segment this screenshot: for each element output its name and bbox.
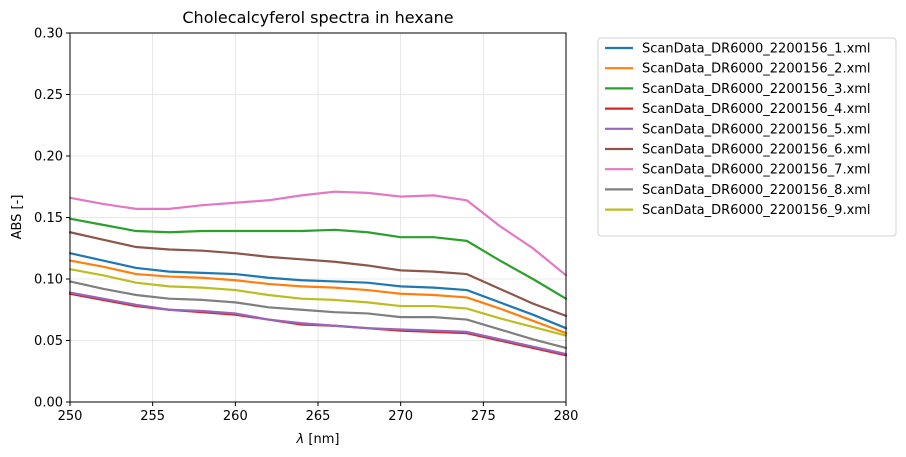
y-tick-label: 0.20	[34, 150, 63, 165]
series-line-9	[68, 268, 568, 337]
x-tick-label: 255	[140, 409, 165, 424]
x-tick-label: 260	[223, 409, 248, 424]
series-line-7	[68, 190, 568, 277]
x-axis-symbol: λ	[296, 432, 305, 447]
series-line-5	[68, 291, 568, 356]
legend-label-5: ScanData_DR6000_2200156_5.xml	[642, 122, 871, 137]
series-line-3	[68, 217, 568, 300]
y-tick-label: 0.10	[34, 273, 63, 288]
x-tick-label: 275	[471, 409, 496, 424]
y-axis-label: ABS [-]	[10, 195, 25, 240]
x-tick-label: 280	[554, 409, 579, 424]
legend-label-2: ScanData_DR6000_2200156_2.xml	[642, 62, 871, 77]
series-lines	[68, 190, 568, 357]
x-axis: 250 255 260 265 270 275 280	[58, 402, 579, 424]
legend-box	[597, 37, 897, 237]
series-line-6	[68, 231, 568, 317]
legend-label-9: ScanData_DR6000_2200156_9.xml	[642, 203, 871, 218]
legend-label-3: ScanData_DR6000_2200156_3.xml	[642, 82, 871, 97]
series-line-8	[68, 280, 568, 349]
legend-label-4: ScanData_DR6000_2200156_4.xml	[642, 102, 871, 117]
legend: ScanData_DR6000_2200156_1.xml ScanData_DR…	[597, 37, 897, 237]
series-line-1	[68, 252, 568, 330]
y-tick-label: 0.05	[34, 334, 63, 349]
y-tick-label: 0.25	[34, 88, 63, 103]
x-tick-label: 265	[306, 409, 331, 424]
y-tick-label: 0.15	[34, 211, 63, 226]
y-tick-label: 0.00	[34, 396, 63, 411]
grid-lines	[69, 32, 567, 403]
chart-title: Cholecalcyferol spectra in hexane	[182, 8, 453, 27]
y-axis: 0.00 0.05 0.10 0.15 0.20 0.25 0.30	[34, 27, 70, 411]
legend-label-7: ScanData_DR6000_2200156_7.xml	[642, 163, 871, 178]
series-line-2	[68, 259, 568, 335]
legend-label-6: ScanData_DR6000_2200156_6.xml	[642, 143, 871, 158]
legend-label-1: ScanData_DR6000_2200156_1.xml	[642, 42, 871, 57]
x-tick-label: 270	[388, 409, 413, 424]
x-tick-label: 250	[58, 409, 83, 424]
y-tick-label: 0.30	[34, 27, 63, 42]
x-axis-unit: [nm]	[304, 432, 339, 447]
legend-label-8: ScanData_DR6000_2200156_8.xml	[642, 183, 871, 198]
x-axis-label: λ [nm]	[296, 432, 340, 447]
